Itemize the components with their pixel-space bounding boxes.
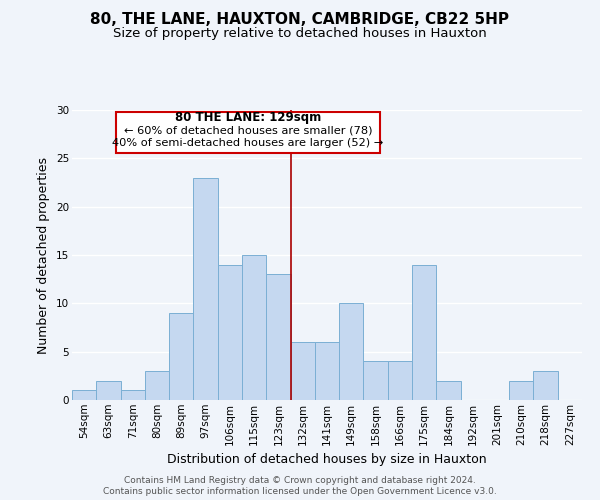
Bar xyxy=(121,390,145,400)
Bar xyxy=(193,178,218,400)
Y-axis label: Number of detached properties: Number of detached properties xyxy=(37,156,50,354)
Text: Size of property relative to detached houses in Hauxton: Size of property relative to detached ho… xyxy=(113,28,487,40)
Bar xyxy=(364,362,388,400)
X-axis label: Distribution of detached houses by size in Hauxton: Distribution of detached houses by size … xyxy=(167,453,487,466)
Bar xyxy=(339,304,364,400)
Bar xyxy=(533,371,558,400)
Bar xyxy=(169,313,193,400)
Bar xyxy=(315,342,339,400)
Text: Contains HM Land Registry data © Crown copyright and database right 2024.: Contains HM Land Registry data © Crown c… xyxy=(124,476,476,485)
Bar xyxy=(72,390,96,400)
Text: Contains public sector information licensed under the Open Government Licence v3: Contains public sector information licen… xyxy=(103,486,497,496)
Bar xyxy=(218,264,242,400)
Text: 80, THE LANE, HAUXTON, CAMBRIDGE, CB22 5HP: 80, THE LANE, HAUXTON, CAMBRIDGE, CB22 5… xyxy=(91,12,509,28)
Bar xyxy=(290,342,315,400)
Text: 80 THE LANE: 129sqm: 80 THE LANE: 129sqm xyxy=(175,111,321,124)
Bar xyxy=(436,380,461,400)
Bar xyxy=(242,255,266,400)
FancyBboxPatch shape xyxy=(116,112,380,152)
Bar xyxy=(266,274,290,400)
Text: 40% of semi-detached houses are larger (52) →: 40% of semi-detached houses are larger (… xyxy=(112,138,383,148)
Bar xyxy=(145,371,169,400)
Bar xyxy=(509,380,533,400)
Bar xyxy=(388,362,412,400)
Text: ← 60% of detached houses are smaller (78): ← 60% of detached houses are smaller (78… xyxy=(124,126,373,136)
Bar xyxy=(96,380,121,400)
Bar xyxy=(412,264,436,400)
